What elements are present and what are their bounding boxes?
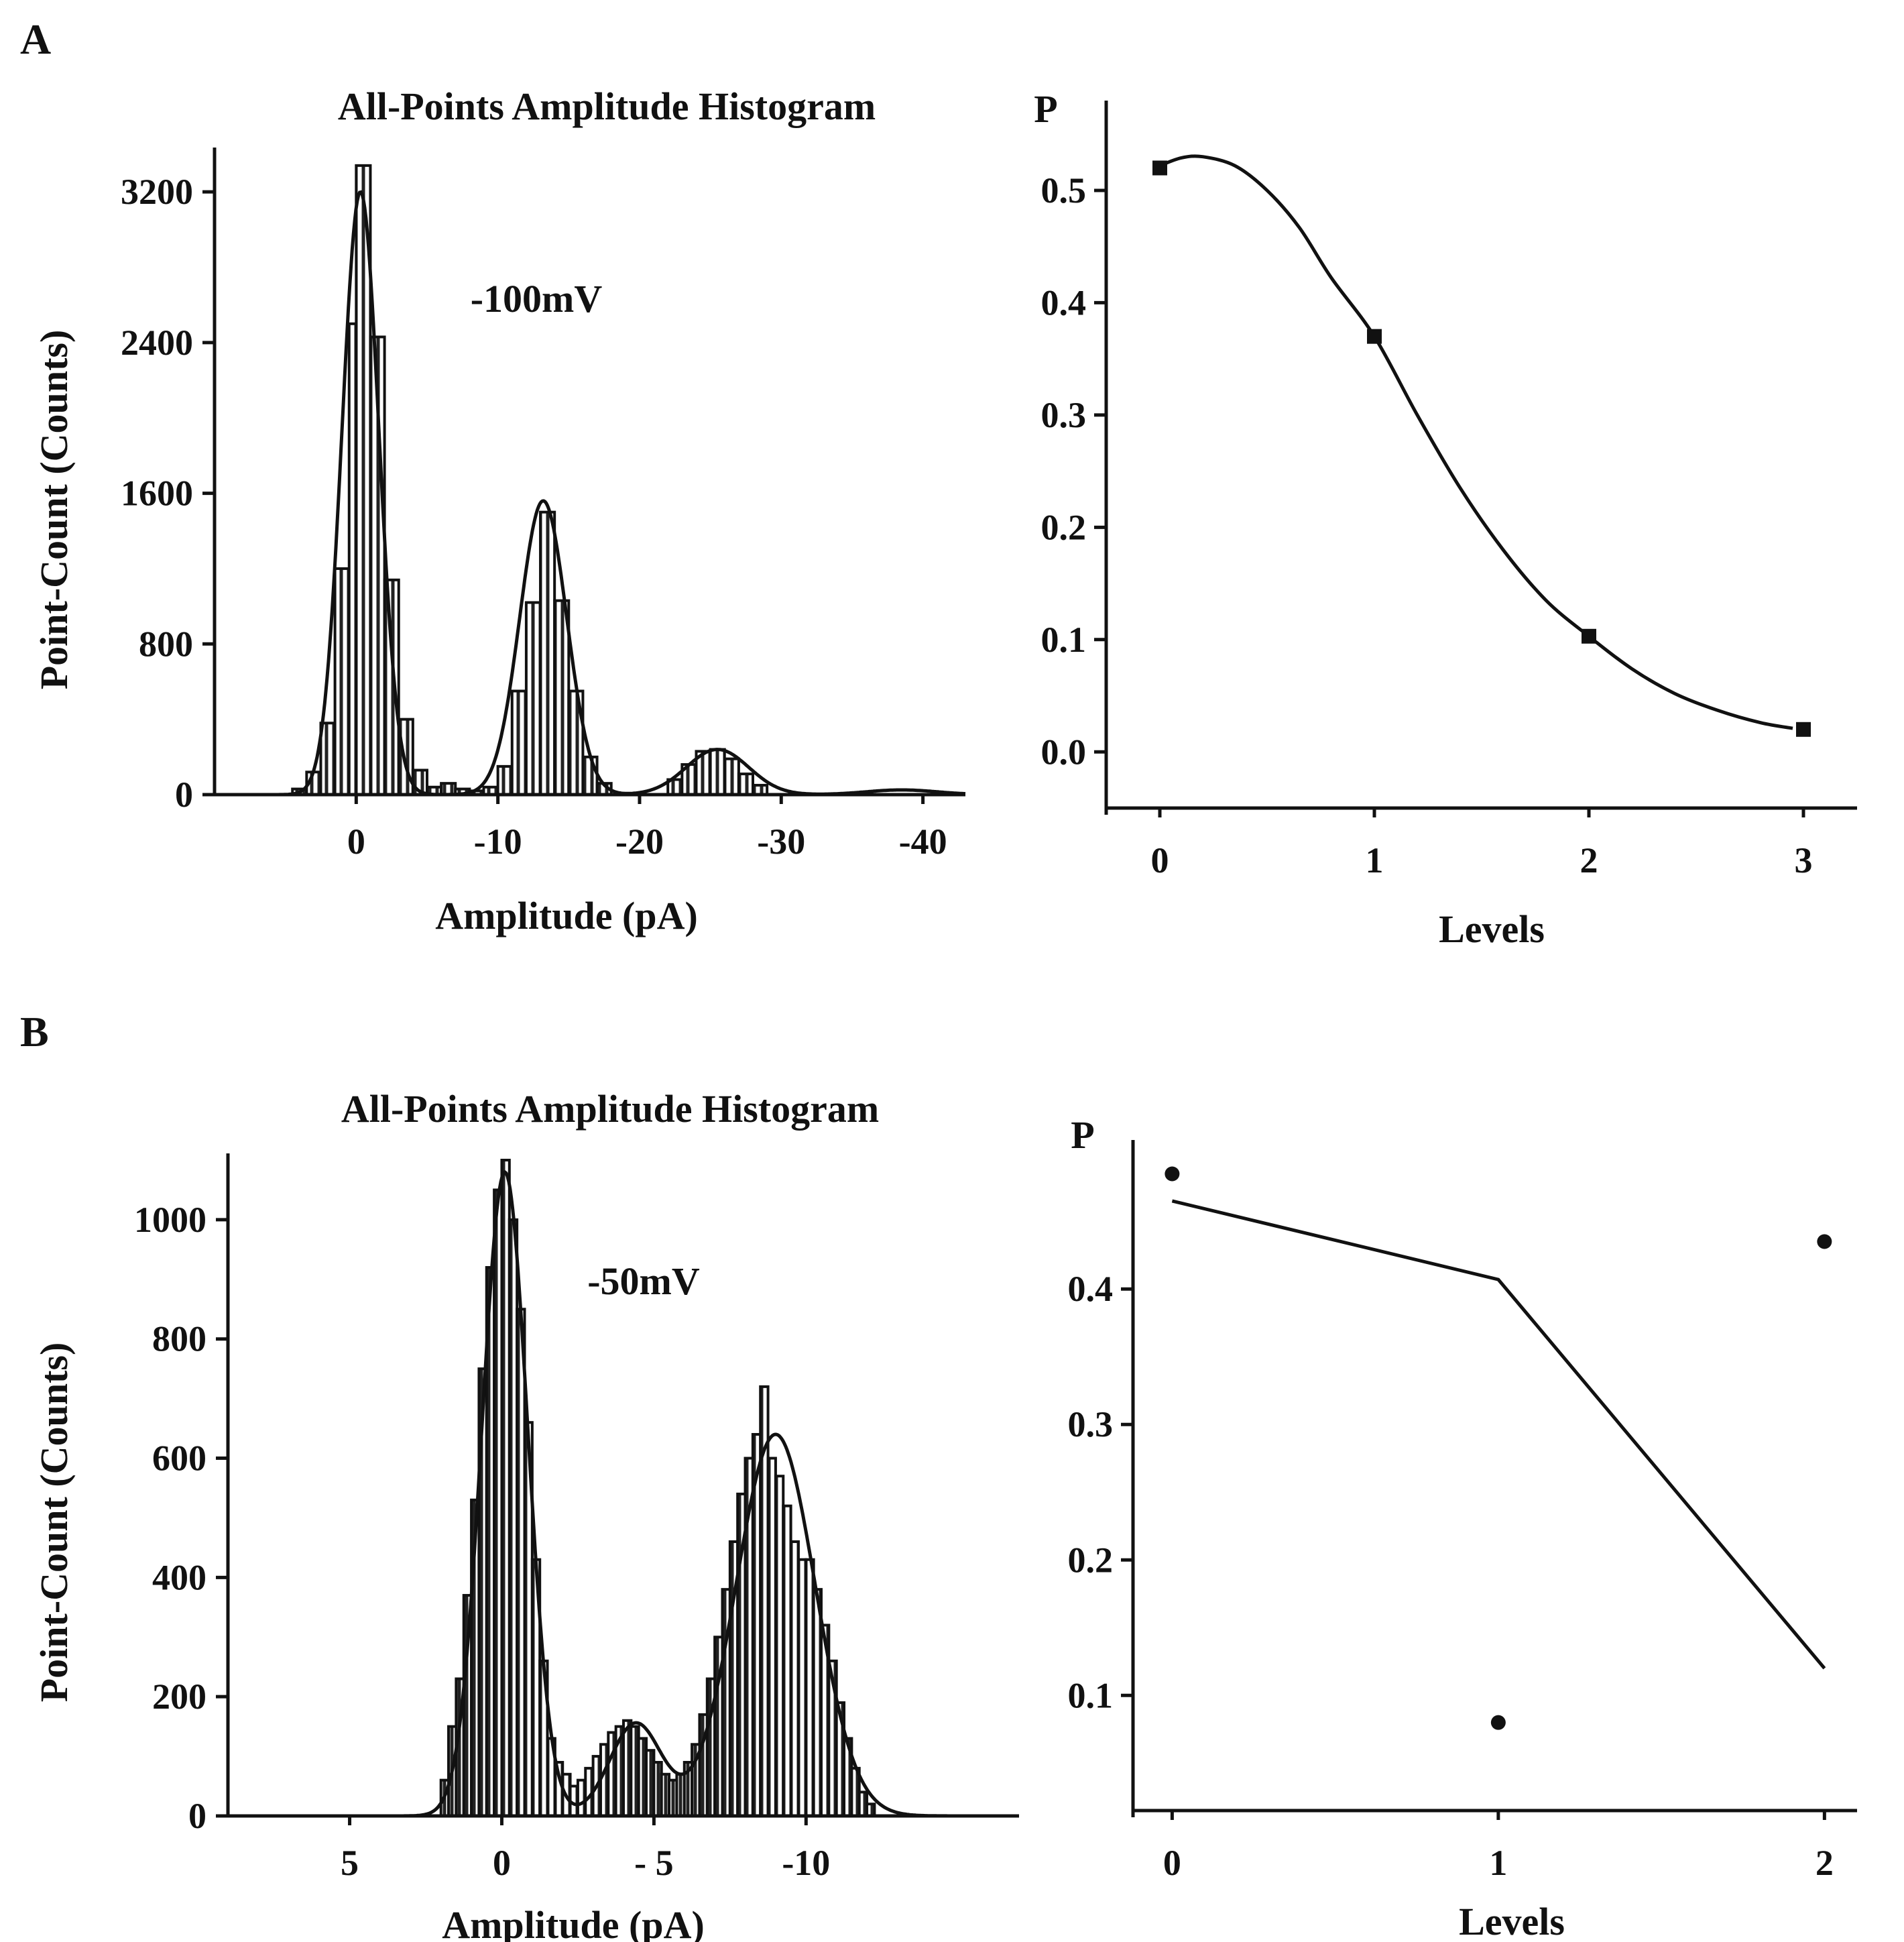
y-tick-label: 400: [152, 1557, 206, 1597]
panel-letter-a: A: [20, 15, 51, 63]
x-tick-label: 0: [1163, 1843, 1181, 1883]
data-point: [1817, 1234, 1832, 1249]
data-point: [1796, 722, 1811, 737]
x-tick-label: 0: [1151, 840, 1169, 880]
histogram-bar: [496, 764, 514, 797]
y-tick-label: 600: [152, 1438, 206, 1479]
histogram-a-voltage-label: -100mV: [471, 277, 603, 321]
y-tick-label: 800: [139, 624, 193, 664]
y-tick-label: 0: [175, 775, 193, 815]
x-tick-label: -40: [899, 821, 947, 862]
x-tick-label: -30: [757, 821, 805, 862]
histogram-bar: [737, 773, 755, 796]
x-tick-label: 3: [1795, 840, 1813, 880]
histogram-bar: [553, 599, 571, 796]
y-tick-label: 0.4: [1068, 1269, 1114, 1309]
panel-letter-b: B: [20, 1008, 49, 1055]
y-tick-label: 0.3: [1068, 1404, 1114, 1444]
probability-plot-b-points: [1165, 1166, 1832, 1730]
histogram-b: All-Points Amplitude Histogram -50mV Amp…: [32, 1087, 1019, 1942]
histogram-b-y-label: Point-Count (Counts): [32, 1343, 76, 1703]
histogram-bar: [319, 722, 337, 796]
x-tick-label: 2: [1580, 840, 1598, 880]
probability-plot-b-y-label: P: [1071, 1113, 1094, 1157]
data-point: [1367, 329, 1382, 344]
histogram-bar: [524, 601, 542, 796]
probability-plot-b-axes: [1131, 1140, 1857, 1817]
data-point: [1490, 1715, 1506, 1730]
x-tick-label: -10: [474, 821, 522, 862]
histogram-bar: [333, 567, 351, 796]
probability-plot-a-axes: [1104, 101, 1857, 815]
y-tick-label: 0.1: [1068, 1675, 1114, 1715]
x-tick-label: -10: [782, 1843, 830, 1883]
histogram-b-title: All-Points Amplitude Histogram: [341, 1087, 879, 1131]
y-tick-label: 0.0: [1041, 732, 1087, 772]
probability-plot-a-x-label: Levels: [1439, 907, 1545, 951]
y-tick-label: 0.3: [1041, 395, 1087, 435]
probability-plot-a: P Levels 0.0 0.1 0.2 0.3 0.4 0.5 0 1 2 3: [1034, 87, 1857, 951]
histogram-a-axes: [213, 148, 965, 797]
x-tick-label: 0: [493, 1843, 511, 1883]
y-tick-label: 1600: [121, 473, 193, 514]
x-tick-label: 2: [1816, 1843, 1834, 1883]
x-tick-label: 0: [347, 821, 365, 862]
histogram-bar: [581, 755, 599, 796]
x-tick-label: 5: [341, 1843, 359, 1883]
y-tick-label: 0: [188, 1796, 206, 1836]
y-tick-label: 0.5: [1041, 170, 1087, 211]
x-tick-label: - 5: [634, 1843, 673, 1883]
data-point: [1165, 1166, 1180, 1182]
y-tick-label: 200: [152, 1676, 206, 1717]
x-tick-label: 1: [1489, 1843, 1507, 1883]
histogram-b-axes: [226, 1153, 1019, 1818]
probability-plot-b-ticks: 0.1 0.2 0.3 0.4 0 1 2: [1068, 1269, 1834, 1883]
y-tick-label: 800: [152, 1319, 206, 1359]
y-tick-label: 3200: [121, 172, 193, 212]
probability-plot-a-curve: [1159, 154, 1793, 730]
histogram-a-title: All-Points Amplitude Histogram: [338, 84, 876, 128]
histogram-b-bars: [439, 1159, 876, 1818]
histogram-a-ticks: 0 800 1600 2400 3200 0 -10 -20 -30 -40: [121, 172, 947, 862]
histogram-b-voltage-label: -50mV: [587, 1259, 700, 1303]
histogram-bar: [383, 578, 400, 796]
y-tick-label: 0.4: [1041, 282, 1087, 323]
y-tick-label: 0.2: [1041, 507, 1087, 547]
probability-plot-b-x-label: Levels: [1459, 1900, 1565, 1942]
histogram-bar: [709, 748, 726, 797]
fit-line: [1171, 1199, 1826, 1670]
probability-plot-b-line: [1171, 1199, 1826, 1670]
x-tick-label: -20: [615, 821, 664, 862]
histogram-bar: [539, 510, 556, 796]
histogram-bar: [510, 689, 528, 796]
data-point: [1152, 160, 1167, 176]
fit-curve: [1159, 154, 1793, 730]
y-tick-label: 0.2: [1068, 1540, 1114, 1580]
probability-plot-a-ticks: 0.0 0.1 0.2 0.3 0.4 0.5 0 1 2 3: [1041, 170, 1813, 880]
histogram-b-x-label: Amplitude (pA): [442, 1903, 705, 1942]
y-tick-label: 2400: [121, 323, 193, 363]
histogram-a-x-label: Amplitude (pA): [435, 894, 698, 937]
probability-plot-b: P Levels 0.1 0.2 0.3 0.4 0 1 2: [1068, 1113, 1857, 1942]
histogram-b-ticks: 0 200 400 600 800 1000 5 0 - 5 -10: [134, 1200, 830, 1883]
x-tick-label: 1: [1366, 840, 1384, 880]
probability-plot-a-points: [1152, 160, 1811, 737]
probability-plot-a-y-label: P: [1034, 87, 1057, 131]
data-point: [1582, 628, 1596, 644]
y-tick-label: 0.1: [1041, 620, 1087, 660]
histogram-a: All-Points Amplitude Histogram -100mV Am…: [32, 84, 966, 937]
histogram-bar: [866, 1803, 876, 1818]
histogram-bar: [723, 757, 740, 796]
y-tick-label: 1000: [134, 1200, 206, 1240]
histogram-a-bars: [291, 164, 769, 797]
histogram-a-y-label: Point-Count (Counts): [32, 330, 76, 690]
